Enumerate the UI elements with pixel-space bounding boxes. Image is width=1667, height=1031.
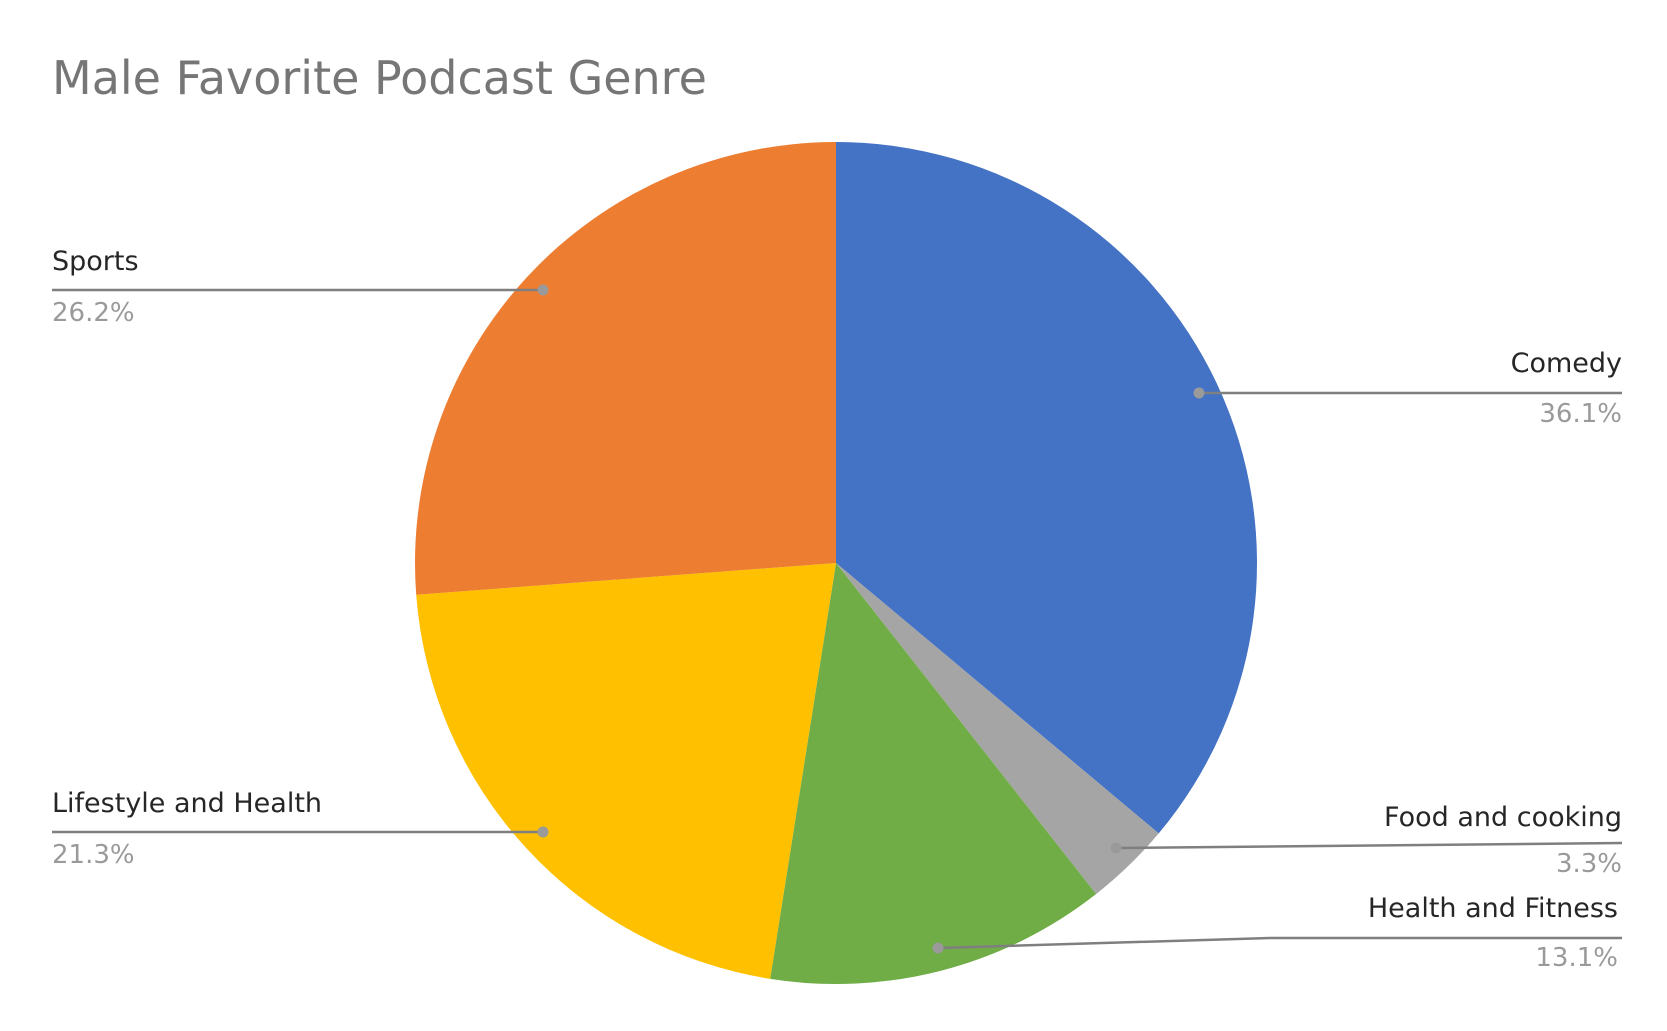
leader-dot-lifestyle-and-health [537,826,549,838]
slice-label-food-and-cooking: Food and cooking [1384,802,1622,833]
slice-labels: Comedy 36.1% Food and cooking 3.3% Health an… [52,246,1622,973]
pie-slices [415,142,1257,985]
leader-dot-health-and-fitness [932,942,944,954]
leader-line-health-and-fitness [937,936,1622,950]
pie-slice-comedy [836,142,1257,834]
leader-line-food-and-cooking [1115,841,1623,850]
slice-value-health-and-fitness: 13.1% [1535,943,1618,973]
slice-label-health-and-fitness: Health and Fitness [1368,893,1618,924]
leader-dot-food-and-cooking [1110,842,1122,854]
chart-title: Male Favorite Podcast Genre [52,51,707,105]
slice-value-sports: 26.2% [52,298,135,328]
slice-value-food-and-cooking: 3.3% [1556,849,1622,879]
pie-slice-health-and-fitness [770,563,1097,985]
slice-value-comedy: 36.1% [1539,399,1622,429]
pie-slice-lifestyle-and-health [416,563,836,979]
slice-label-comedy: Comedy [1511,348,1622,379]
slice-value-lifestyle-and-health: 21.3% [52,840,135,870]
slice-label-lifestyle-and-health: Lifestyle and Health [52,788,322,819]
slice-label-sports: Sports [52,246,139,277]
leader-dot-sports [537,284,549,296]
pie-slice-sports [415,142,836,595]
pie-slice-food-and-cooking [836,563,1159,895]
leader-dot-comedy [1193,387,1205,399]
